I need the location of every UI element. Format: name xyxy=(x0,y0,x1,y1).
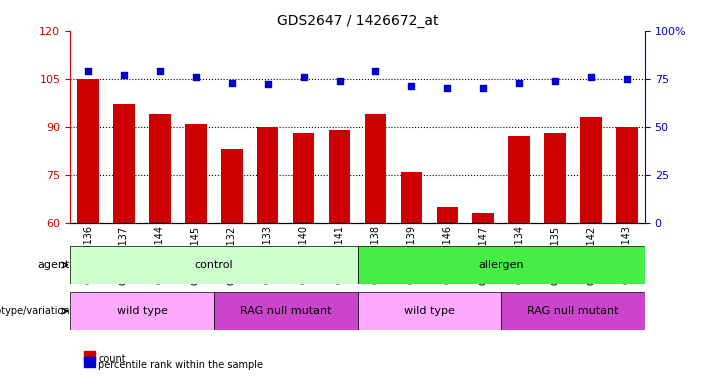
Point xyxy=(83,68,94,74)
Point xyxy=(621,76,632,82)
FancyBboxPatch shape xyxy=(501,292,645,330)
Text: RAG null mutant: RAG null mutant xyxy=(240,306,332,316)
Text: RAG null mutant: RAG null mutant xyxy=(527,306,619,316)
Bar xyxy=(437,207,458,223)
Bar xyxy=(77,79,99,223)
Bar xyxy=(257,127,278,223)
Point xyxy=(298,74,309,80)
FancyBboxPatch shape xyxy=(214,292,358,330)
FancyBboxPatch shape xyxy=(358,292,501,330)
Bar xyxy=(401,172,422,223)
Bar xyxy=(185,124,207,223)
Text: control: control xyxy=(194,260,233,270)
Title: GDS2647 / 1426672_at: GDS2647 / 1426672_at xyxy=(277,14,438,28)
Point xyxy=(442,85,453,91)
Bar xyxy=(329,130,350,223)
Text: wild type: wild type xyxy=(404,306,455,316)
Text: genotype/variation: genotype/variation xyxy=(0,306,70,316)
Point xyxy=(190,74,201,80)
Text: percentile rank within the sample: percentile rank within the sample xyxy=(98,360,263,370)
Point xyxy=(118,72,130,78)
Point xyxy=(262,81,273,88)
FancyBboxPatch shape xyxy=(358,246,645,284)
Bar xyxy=(508,136,530,223)
FancyBboxPatch shape xyxy=(70,246,358,284)
Bar xyxy=(365,114,386,223)
Bar xyxy=(544,133,566,223)
Point xyxy=(226,79,238,86)
Text: count: count xyxy=(98,354,125,364)
Bar xyxy=(221,149,243,223)
Bar xyxy=(616,127,638,223)
Point xyxy=(585,74,597,80)
Point xyxy=(334,78,345,84)
Point xyxy=(370,68,381,74)
Point xyxy=(514,79,525,86)
Bar xyxy=(114,104,135,223)
Point xyxy=(406,83,417,89)
Text: wild type: wild type xyxy=(116,306,168,316)
Bar xyxy=(293,133,314,223)
Bar xyxy=(472,213,494,223)
Point xyxy=(154,68,165,74)
Point xyxy=(550,78,561,84)
Bar xyxy=(149,114,171,223)
Bar xyxy=(580,117,601,223)
Text: allergen: allergen xyxy=(479,260,524,270)
Text: agent: agent xyxy=(38,260,70,270)
Point xyxy=(477,85,489,91)
FancyBboxPatch shape xyxy=(70,292,214,330)
